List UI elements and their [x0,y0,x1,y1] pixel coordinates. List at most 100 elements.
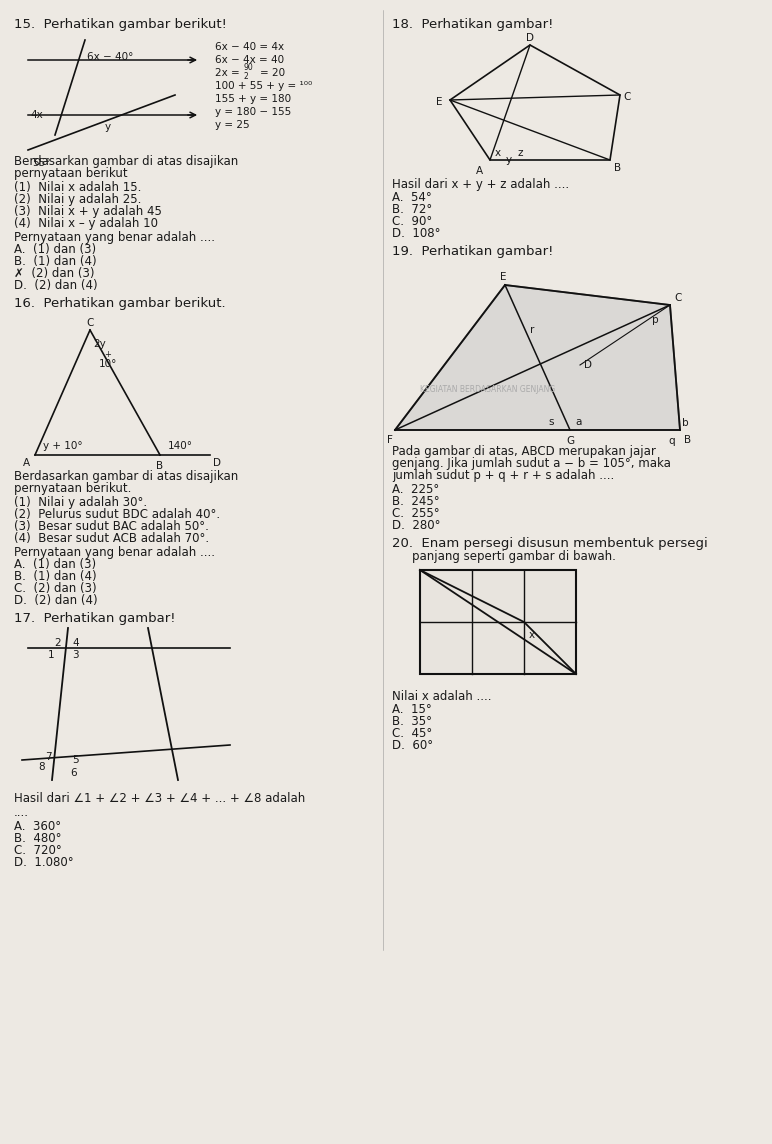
Text: y = 180 − 155: y = 180 − 155 [215,108,291,117]
Text: A.  (1) dan (3): A. (1) dan (3) [14,558,96,571]
Text: (3)  Nilai x + y adalah 45: (3) Nilai x + y adalah 45 [14,205,162,219]
Text: A.  (1) dan (3): A. (1) dan (3) [14,243,96,256]
Text: (3)  Besar sudut BAC adalah 50°.: (3) Besar sudut BAC adalah 50°. [14,521,209,533]
Text: C: C [623,92,631,102]
Text: 16.  Perhatikan gambar berikut.: 16. Perhatikan gambar berikut. [14,297,225,310]
Text: D.  280°: D. 280° [392,519,441,532]
Text: 18.  Perhatikan gambar!: 18. Perhatikan gambar! [392,18,554,31]
Text: pernyataan berikut.: pernyataan berikut. [14,482,131,495]
Text: 6x − 4x = 40: 6x − 4x = 40 [215,55,284,65]
Text: 4: 4 [72,638,79,648]
Text: y = 25: y = 25 [215,120,249,130]
Text: B.  72°: B. 72° [392,202,432,216]
Text: 155 + y = 180: 155 + y = 180 [215,94,291,104]
Text: A.  15°: A. 15° [392,704,432,716]
Text: Pernyataan yang benar adalah ....: Pernyataan yang benar adalah .... [14,231,215,244]
Text: A: A [23,458,30,468]
Text: C.  255°: C. 255° [392,507,439,521]
Text: G: G [566,436,574,446]
Text: 140°: 140° [168,440,193,451]
Text: 20.  Enam persegi disusun membentuk persegi: 20. Enam persegi disusun membentuk perse… [392,537,708,550]
Text: 2y: 2y [93,339,106,349]
Text: (1)  Nilai y adalah 30°.: (1) Nilai y adalah 30°. [14,496,147,509]
Text: (2)  Nilai y adalah 25.: (2) Nilai y adalah 25. [14,193,141,206]
Text: (4)  Nilai x – y adalah 10: (4) Nilai x – y adalah 10 [14,217,158,230]
Text: 10°: 10° [99,359,117,370]
Text: (2)  Pelurus sudut BDC adalah 40°.: (2) Pelurus sudut BDC adalah 40°. [14,508,220,521]
Text: y: y [506,154,512,165]
Text: 2x =: 2x = [215,67,240,78]
Text: r: r [530,325,534,335]
Text: Nilai x adalah ....: Nilai x adalah .... [392,690,492,704]
Text: D.  (2) dan (4): D. (2) dan (4) [14,279,97,292]
Text: B.  245°: B. 245° [392,495,439,508]
Text: y + 10°: y + 10° [43,440,83,451]
Text: B.  (1) dan (4): B. (1) dan (4) [14,570,96,583]
Text: C: C [674,293,682,303]
Text: +: + [104,350,111,359]
Text: Berdasarkan gambar di atas disajikan: Berdasarkan gambar di atas disajikan [14,154,239,168]
Text: F: F [387,435,393,445]
Text: p: p [652,315,659,325]
Text: x: x [529,630,535,639]
Text: B.  480°: B. 480° [14,832,62,845]
Text: 6x − 40°: 6x − 40° [87,51,134,62]
Text: 15.  Perhatikan gambar berikut!: 15. Perhatikan gambar berikut! [14,18,227,31]
Text: Pernyataan yang benar adalah ....: Pernyataan yang benar adalah .... [14,546,215,559]
Text: B.  35°: B. 35° [392,715,432,728]
Bar [420,570,576,674]
Text: D.  1.080°: D. 1.080° [14,856,73,869]
Text: jumlah sudut p + q + r + s adalah ....: jumlah sudut p + q + r + s adalah .... [392,469,615,482]
Text: 6: 6 [70,768,76,778]
Text: C: C [86,318,93,328]
Text: 55°: 55° [32,158,50,168]
Text: 90: 90 [243,63,252,72]
Text: E: E [500,272,506,283]
Text: pernyataan berikut: pernyataan berikut [14,167,127,180]
Text: KEGIATAN BERDASARKAN GENJANG: KEGIATAN BERDASARKAN GENJANG [420,386,555,394]
Text: B: B [156,461,163,471]
Text: B: B [614,162,621,173]
Text: A.  225°: A. 225° [392,483,439,496]
Text: Pada gambar di atas, ABCD merupakan jajar: Pada gambar di atas, ABCD merupakan jaja… [392,445,656,458]
Text: D: D [213,458,221,468]
Text: 1: 1 [48,650,55,660]
Text: D: D [584,360,592,370]
Text: 19.  Perhatikan gambar!: 19. Perhatikan gambar! [392,245,554,259]
Text: x: x [495,148,501,158]
Text: 2: 2 [54,638,61,648]
Polygon shape [395,285,680,430]
Text: s: s [548,418,554,427]
Text: 5: 5 [72,755,79,765]
Text: ✗  (2) dan (3): ✗ (2) dan (3) [14,267,94,280]
Text: Hasil dari ∠1 + ∠2 + ∠3 + ∠4 + ... + ∠8 adalah: Hasil dari ∠1 + ∠2 + ∠3 + ∠4 + ... + ∠8 … [14,792,305,805]
Text: y: y [105,122,111,132]
Text: 6x − 40 = 4x: 6x − 40 = 4x [215,42,284,51]
Text: C.  (2) dan (3): C. (2) dan (3) [14,582,96,595]
Text: z: z [518,148,523,158]
Text: D.  60°: D. 60° [392,739,433,752]
Text: 17.  Perhatikan gambar!: 17. Perhatikan gambar! [14,612,175,625]
Text: D.  (2) dan (4): D. (2) dan (4) [14,594,97,607]
Text: C.  720°: C. 720° [14,844,62,857]
Text: 7: 7 [45,752,52,762]
Text: = 20: = 20 [260,67,285,78]
Text: q: q [668,436,675,446]
Text: 2: 2 [243,72,248,81]
Text: panjang seperti gambar di bawah.: panjang seperti gambar di bawah. [412,550,616,563]
Text: D.  108°: D. 108° [392,227,441,240]
Text: E: E [436,97,442,108]
Text: 4x: 4x [30,110,42,120]
Text: (1)  Nilai x adalah 15.: (1) Nilai x adalah 15. [14,181,141,194]
Text: A.  360°: A. 360° [14,820,61,833]
Text: A: A [476,166,483,176]
Text: b: b [682,418,689,428]
Text: (4)  Besar sudut ACB adalah 70°.: (4) Besar sudut ACB adalah 70°. [14,532,209,545]
Text: a: a [575,418,581,427]
Text: C.  45°: C. 45° [392,726,432,740]
Text: genjang. Jika jumlah sudut a − b = 105°, maka: genjang. Jika jumlah sudut a − b = 105°,… [392,456,671,470]
Text: ....: .... [14,807,29,819]
Text: A.  54°: A. 54° [392,191,432,204]
Text: Berdasarkan gambar di atas disajikan: Berdasarkan gambar di atas disajikan [14,470,239,483]
Text: B: B [684,435,691,445]
